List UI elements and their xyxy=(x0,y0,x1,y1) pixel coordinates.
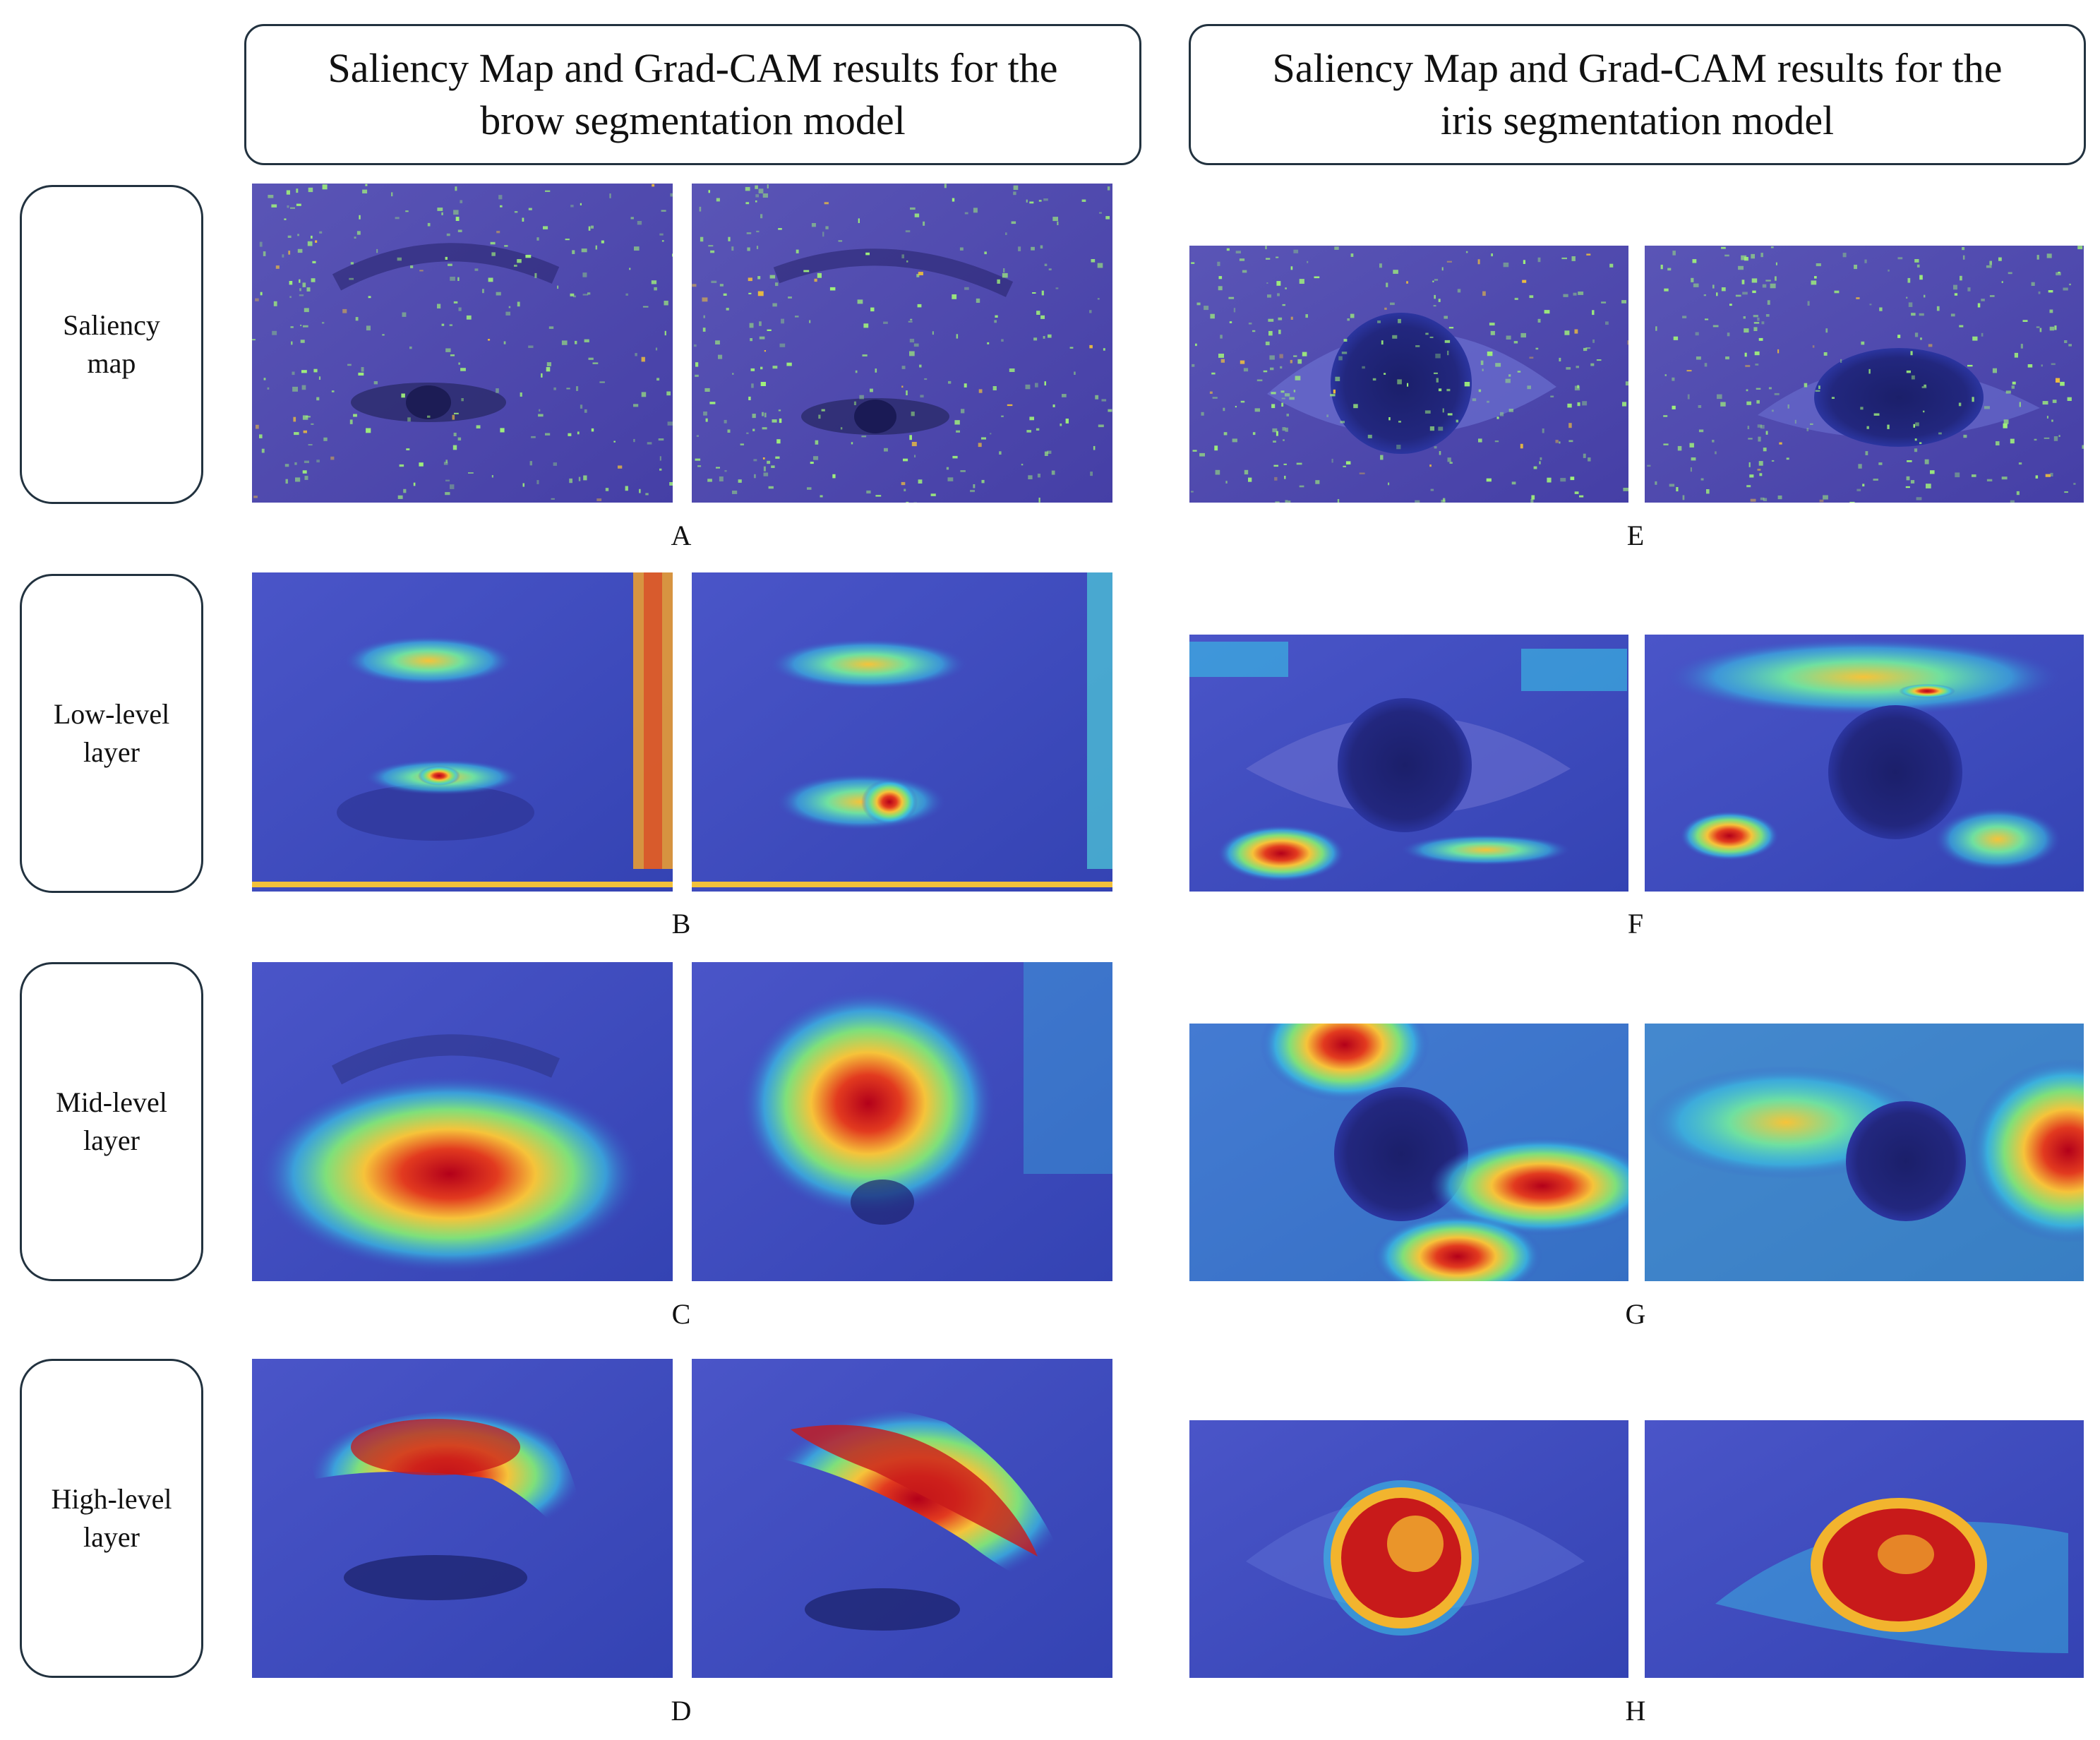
brow-header-line-1: Saliency Map and Grad-CAM results for th… xyxy=(328,45,1058,91)
panel-letter-c: C xyxy=(671,1298,691,1330)
panel-a-brow-saliency-2 xyxy=(692,184,1112,503)
panel-c-brow-mid-level-1 xyxy=(252,962,673,1281)
panel-e-iris-saliency-1 xyxy=(1189,246,1628,503)
brow-model-header: Saliency Map and Grad-CAM results for th… xyxy=(244,24,1141,165)
row-label-mid-level-layer: Mid-level layer xyxy=(20,962,203,1281)
iris-header-line-2: iris segmentation model xyxy=(1440,97,1835,143)
panel-letter-b: B xyxy=(671,908,691,940)
saliency-dots xyxy=(252,184,673,501)
panel-g-iris-mid-level-1 xyxy=(1189,1024,1628,1281)
row-label-line-2: layer xyxy=(83,736,140,768)
panel-c-brow-mid-level-2 xyxy=(692,962,1112,1281)
iris-model-header: Saliency Map and Grad-CAM results for th… xyxy=(1189,24,2086,165)
row-label-line-1: Mid-level xyxy=(56,1086,167,1118)
panel-letter-g: G xyxy=(1625,1298,1646,1330)
panel-g-iris-mid-level-2 xyxy=(1645,1024,2084,1281)
saliency-dots xyxy=(1191,246,1628,503)
saliency-dots xyxy=(1647,246,2084,503)
panel-letter-h: H xyxy=(1625,1695,1646,1727)
panel-d-brow-high-level-1 xyxy=(252,1359,673,1678)
row-label-line-1: Saliency xyxy=(63,309,160,341)
brow-header-line-2: brow segmentation model xyxy=(480,97,906,143)
panel-letter-d: D xyxy=(671,1695,692,1727)
row-label-line-2: map xyxy=(87,347,136,379)
panel-letter-f: F xyxy=(1627,908,1644,940)
panel-d-brow-high-level-2 xyxy=(692,1359,1112,1678)
row-label-low-level-layer: Low-level layer xyxy=(20,574,203,893)
panel-b-brow-low-level-2 xyxy=(692,572,1112,892)
saliency-dots xyxy=(692,184,1112,503)
panel-f-iris-low-level-2 xyxy=(1645,635,2084,892)
row-label-line-1: Low-level xyxy=(53,698,170,730)
panel-a-brow-saliency-1 xyxy=(252,184,673,503)
iris-header-line-1: Saliency Map and Grad-CAM results for th… xyxy=(1272,45,2003,91)
row-label-line-1: High-level xyxy=(51,1483,172,1515)
row-label-saliency-map: Saliency map xyxy=(20,185,203,504)
panel-b-brow-low-level-1 xyxy=(252,572,673,892)
panel-h-iris-high-level-2 xyxy=(1645,1420,2084,1678)
row-label-line-2: layer xyxy=(83,1521,140,1553)
panel-letter-e: E xyxy=(1626,520,1645,551)
row-label-high-level-layer: High-level layer xyxy=(20,1359,203,1678)
panel-letter-a: A xyxy=(671,520,692,551)
panel-f-iris-low-level-1 xyxy=(1189,635,1628,892)
row-label-line-2: layer xyxy=(83,1124,140,1156)
panel-h-iris-high-level-1 xyxy=(1189,1420,1628,1678)
panel-e-iris-saliency-2 xyxy=(1645,246,2084,503)
